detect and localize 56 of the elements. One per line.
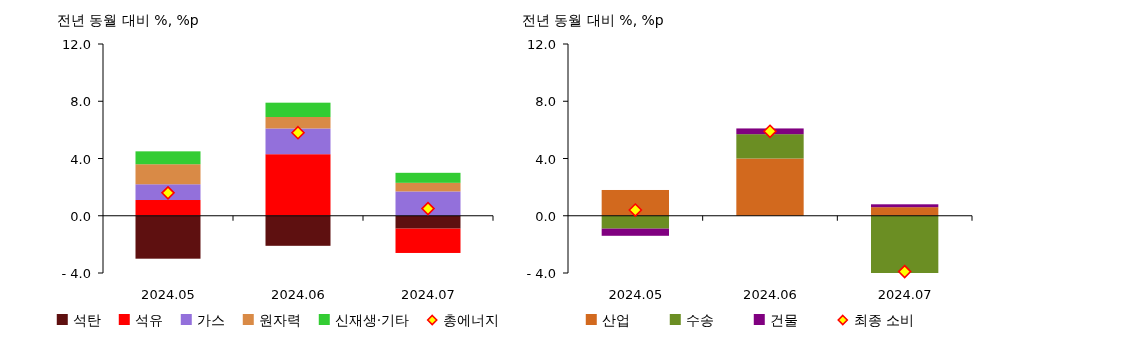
y-tick-label: 4.0 <box>70 151 91 167</box>
y-tick-label: 12.0 <box>62 37 91 52</box>
y-tick-label: 8.0 <box>70 94 91 110</box>
x-tick-label: 2024.07 <box>877 287 932 302</box>
point <box>421 201 435 216</box>
legend-label: 수송 <box>685 312 714 328</box>
y-tick-label: 0.0 <box>535 208 556 224</box>
point <box>897 264 912 279</box>
bar <box>601 215 669 229</box>
bar <box>736 158 804 216</box>
bar <box>265 116 331 129</box>
bar <box>871 207 939 216</box>
y-tick-label: - 4.0 <box>526 266 556 281</box>
bar <box>395 228 461 253</box>
legend-label: 최종 소비 <box>853 312 915 328</box>
bar <box>601 189 669 216</box>
x-tick-label: 2024.07 <box>401 287 455 302</box>
y-tick-label: - 4.0 <box>61 266 91 281</box>
bar <box>395 191 461 216</box>
legend-label: 원자력 <box>258 312 301 328</box>
point <box>161 186 175 200</box>
legend-label: 총에너지 <box>443 312 500 328</box>
y-tick-label: 12.0 <box>527 37 556 52</box>
x-tick-label: 2024.06 <box>743 287 797 302</box>
bar <box>135 215 201 259</box>
x-tick-label: 2024.05 <box>141 287 195 302</box>
legend-label: 산업 <box>601 312 630 328</box>
y-axis-title: 전년 동월 대비 %, %p <box>522 12 664 28</box>
bar <box>265 154 331 216</box>
legend-label: 신재생·기타 <box>334 312 410 328</box>
bar <box>135 151 201 165</box>
point <box>628 203 643 217</box>
y-tick-label: 4.0 <box>535 151 556 167</box>
x-tick-label: 2024.05 <box>608 287 663 302</box>
y-tick-label: 0.0 <box>70 208 91 224</box>
bar <box>736 134 804 159</box>
bar <box>265 128 331 155</box>
bar <box>265 215 331 246</box>
bar <box>265 102 331 117</box>
bar <box>871 215 939 273</box>
bar <box>395 182 461 192</box>
x-tick-label: 2024.06 <box>271 287 325 302</box>
point <box>763 124 777 139</box>
bar <box>601 228 669 236</box>
point <box>291 125 305 140</box>
legend-label: 가스 <box>196 312 225 328</box>
bar <box>135 164 201 185</box>
bar <box>395 215 461 229</box>
legend-label: 석유 <box>134 312 163 328</box>
bar <box>135 184 201 201</box>
bar <box>871 204 939 208</box>
legend-label: 건물 <box>769 312 798 328</box>
y-tick-label: 8.0 <box>535 94 556 110</box>
bar <box>395 172 461 183</box>
legend-label: 석탄 <box>72 312 101 328</box>
y-axis-title: 전년 동월 대비 %, %p <box>57 12 199 28</box>
